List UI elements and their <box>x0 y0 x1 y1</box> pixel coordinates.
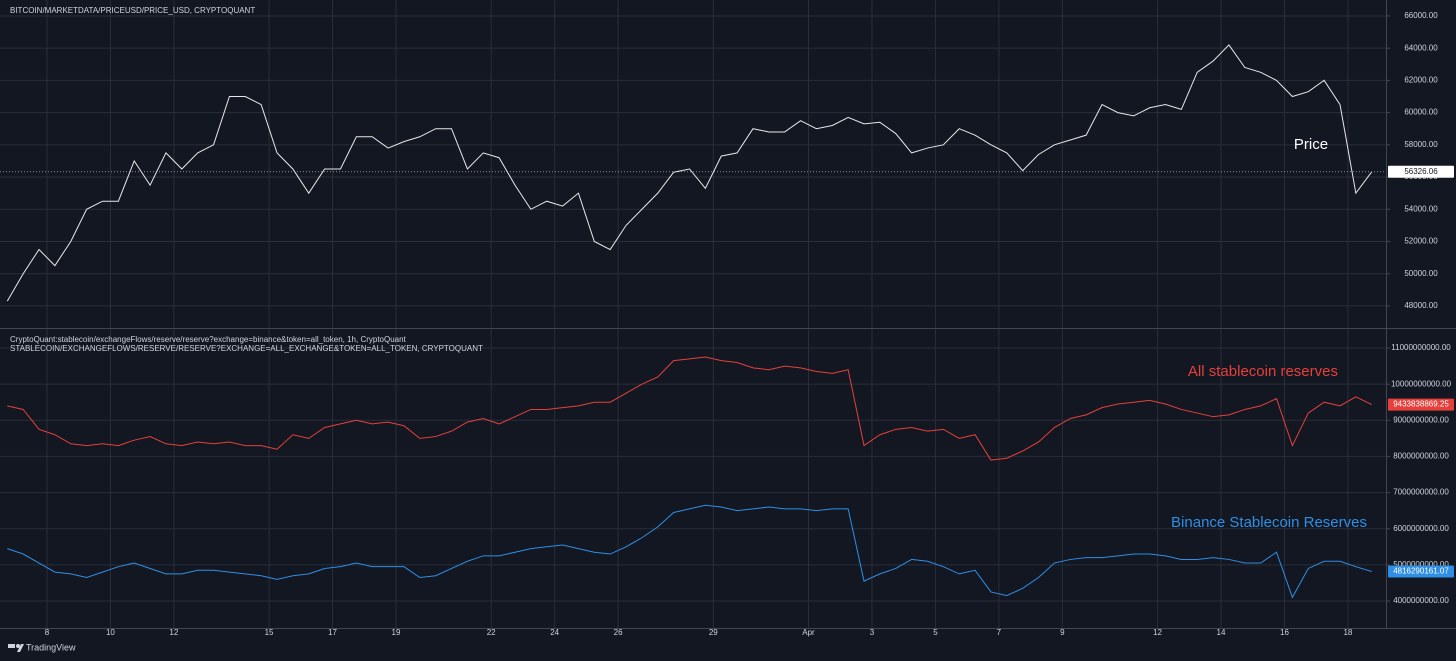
last-value-label: 4816290161.07 <box>1393 567 1449 576</box>
last-value-label: 9433838869.25 <box>1393 400 1449 409</box>
last-value-badge <box>1388 165 1454 178</box>
chart-subtitle: STABLECOIN/EXCHANGEFLOWS/RESERVE/RESERVE… <box>10 344 483 353</box>
x-tick-label: 12 <box>169 628 178 637</box>
y-tick-label: 11000000000.00 <box>1391 343 1451 352</box>
y-tick-label: 6000000000.00 <box>1393 524 1449 533</box>
x-tick-label: 5 <box>933 628 938 637</box>
y-tick-label: 9000000000.00 <box>1393 415 1449 424</box>
y-tick-label: 10000000000.00 <box>1391 379 1452 388</box>
annotation: Price <box>1294 136 1328 153</box>
x-tick-label: 14 <box>1217 628 1226 637</box>
y-tick-label: 64000.00 <box>1404 43 1438 52</box>
y-tick-label: 62000.00 <box>1404 75 1438 84</box>
x-tick-label: 7 <box>997 628 1002 637</box>
chart-title: CryptoQuant:stablecoin/exchangeFlows/res… <box>10 335 407 344</box>
x-tick-label: 22 <box>487 628 496 637</box>
logo-bar <box>8 644 15 648</box>
x-tick-label: 19 <box>392 628 401 637</box>
y-tick-label: 66000.00 <box>1404 11 1438 20</box>
x-tick-label: 3 <box>870 628 875 637</box>
y-tick-label: 7000000000.00 <box>1393 488 1449 497</box>
x-tick-label: Apr <box>802 628 815 637</box>
x-tick-label: 18 <box>1343 628 1352 637</box>
series-line <box>7 356 1372 461</box>
last-value-badge <box>1388 565 1454 578</box>
y-tick-label: 54000.00 <box>1404 204 1438 213</box>
series-line <box>7 504 1372 599</box>
logo-mark <box>17 644 24 652</box>
legend-label: All stablecoin reserves <box>1188 363 1338 380</box>
series-line <box>6 44 1373 302</box>
x-tick-label: 9 <box>1060 628 1065 637</box>
x-tick-label: 24 <box>550 628 559 637</box>
y-tick-label: 5000000000.00 <box>1393 560 1449 569</box>
footer-brand: TradingView <box>26 642 76 652</box>
y-tick-label: 58000.00 <box>1404 140 1438 149</box>
logo: TradingView <box>8 642 76 652</box>
y-tick-label: 4000000000.00 <box>1393 596 1449 605</box>
logo-dot <box>16 644 20 648</box>
last-value-badge <box>1388 398 1454 411</box>
x-tick-label: 8 <box>45 628 50 637</box>
x-tick-label: 16 <box>1280 628 1289 637</box>
last-value-label: 56326.06 <box>1404 167 1438 176</box>
y-tick-label: 60000.00 <box>1404 108 1438 117</box>
x-tick-label: 26 <box>614 628 623 637</box>
y-tick-label: 48000.00 <box>1404 301 1438 310</box>
y-tick-label: 50000.00 <box>1404 269 1438 278</box>
x-tick-label: 12 <box>1153 628 1162 637</box>
x-tick-label: 10 <box>106 628 115 637</box>
x-tick-label: 15 <box>265 628 274 637</box>
x-tick-label: 29 <box>709 628 718 637</box>
x-tick-label: 17 <box>328 628 337 637</box>
chart-title: BITCOIN/MARKETDATA/PRICEUSD/PRICE_USD, C… <box>10 6 255 15</box>
y-tick-label: 8000000000.00 <box>1393 452 1449 461</box>
y-tick-label: 52000.00 <box>1404 237 1438 246</box>
legend-label: Binance Stablecoin Reserves <box>1171 514 1367 531</box>
